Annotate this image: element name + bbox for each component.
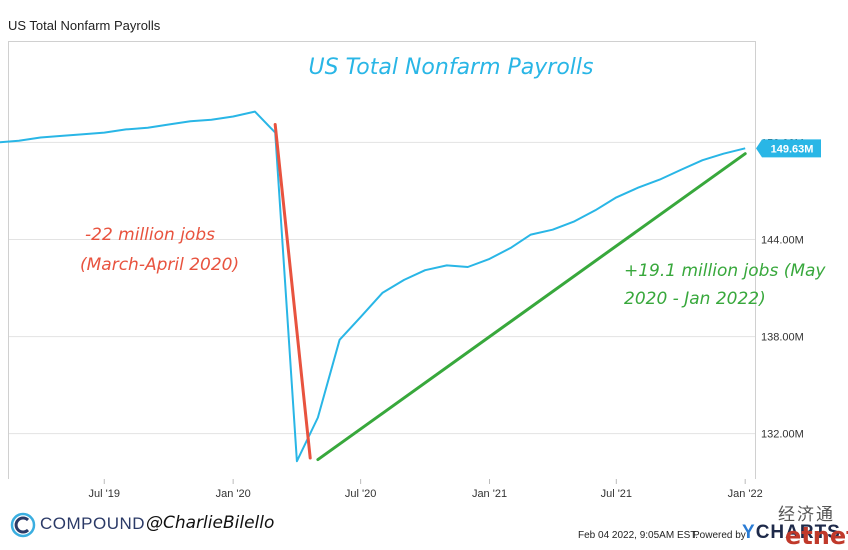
last-value-badge: 149.63M [756,139,821,158]
x-tick-label: Jul '21 [601,488,632,500]
annotation-text: 2020 - Jan 2022) [624,289,766,309]
watermark-etnet: etnet [785,522,848,550]
x-tick-label: Jul '19 [89,488,120,500]
brand-name: COMPOUND [40,514,146,533]
compound-logo-icon [10,512,36,538]
plot-frame [8,41,756,479]
x-tick-label: Jan '21 [472,488,507,500]
chart-title: US Total Nonfarm Payrolls [309,55,594,80]
x-tick-label: Jul '20 [345,488,376,500]
recovery-overlay-line [316,152,747,462]
timestamp: Feb 04 2022, 9:05AM EST. [578,530,699,541]
last-value-label: 149.63M [771,143,814,155]
ycharts-logo-y: Y [742,522,756,543]
series-line [0,110,746,463]
powered-by-label: Powered by [693,530,746,541]
ycharts-logo-rest: CHARTS [755,522,841,543]
annotation-text: (March-April 2020) [80,255,239,275]
chart-header-title: US Total Nonfarm Payrolls [8,18,161,33]
ycharts-logo[interactable]: YCHARTS [742,522,841,544]
annotation-text: -22 million jobs [85,225,215,245]
annotation-text: +19.1 million jobs (May [624,261,826,281]
y-tick-label: 138.00M [761,332,804,344]
watermark-chinese: 经济通 [778,505,835,525]
x-tick-label: Jan '20 [216,488,251,500]
line-chart: US Total Nonfarm Payrolls 150.00M144.00M… [0,55,826,500]
last-value-badge-bg [756,139,821,158]
y-tick-label: 132.00M [761,429,804,441]
series-layer [0,110,746,463]
x-axis-ticks: Jul '19 Jan '20 Jul '20 Jan '21 Jul '21 Jan '… [89,479,763,500]
y-tick-label: 144.00M [761,234,804,246]
grid-lines [9,141,755,435]
x-tick-label: Jan '22 [728,488,763,500]
footer: COMPOUND @CharlieBilello Feb 04 2022, 9:… [0,500,848,550]
author-handle[interactable]: @CharlieBilello [146,513,275,533]
trend-overlays [273,123,747,462]
annotations: -22 million jobs (March-April 2020) +19.1 … [80,225,826,309]
decline-overlay-line [273,123,312,460]
